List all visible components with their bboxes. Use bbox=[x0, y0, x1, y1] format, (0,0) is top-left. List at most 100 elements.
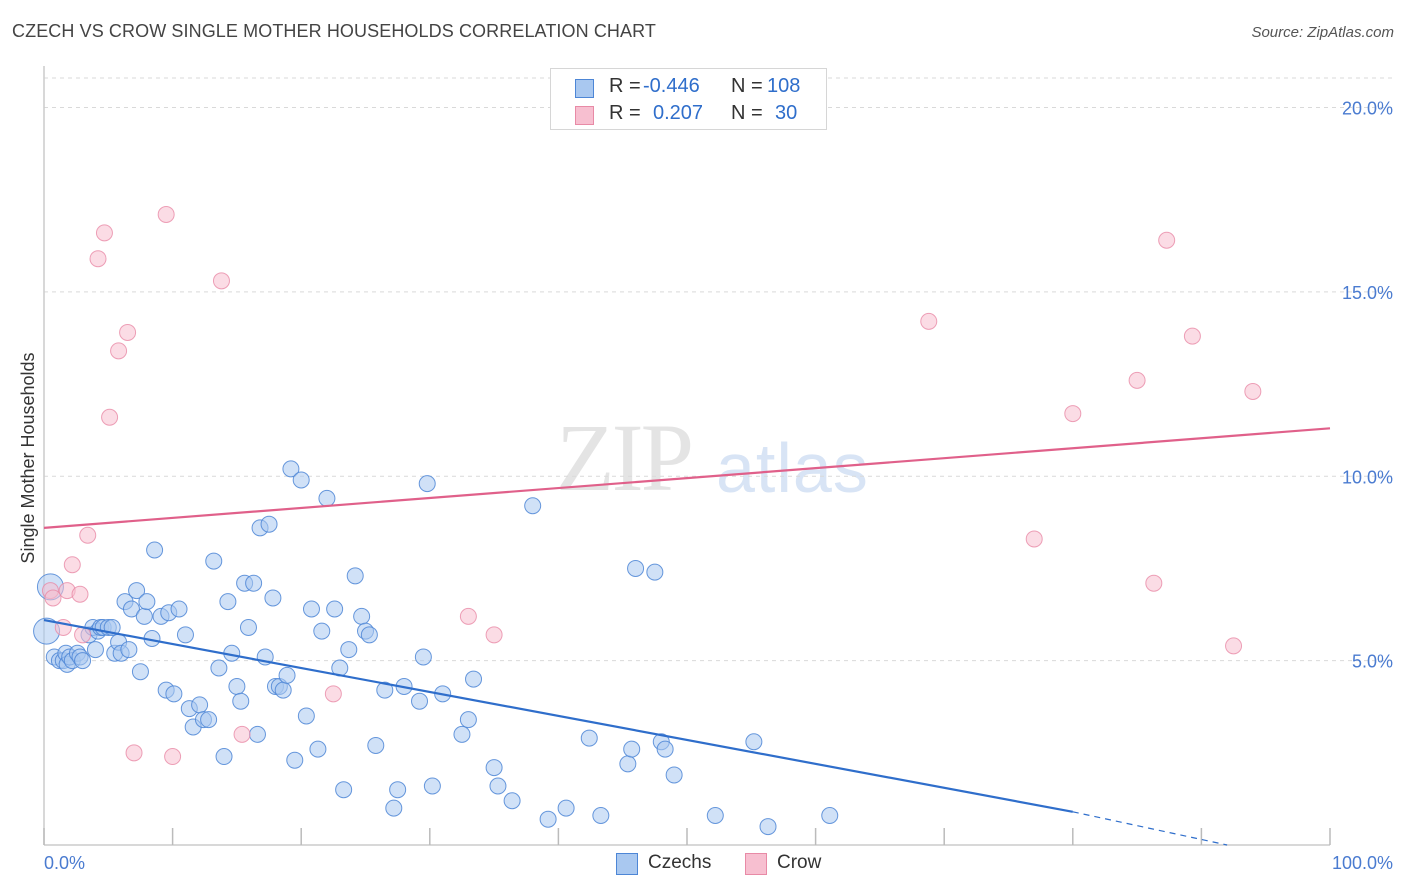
axis-ticks bbox=[43, 828, 1331, 845]
legend-swatch-crow bbox=[575, 106, 594, 125]
data-point-czech bbox=[326, 600, 344, 618]
data-point-czech bbox=[539, 810, 557, 828]
data-point-czech bbox=[122, 600, 140, 618]
data-point-czech bbox=[245, 574, 263, 592]
data-point-crow bbox=[1064, 405, 1082, 423]
data-point-crow bbox=[125, 744, 143, 762]
data-point-crow bbox=[1183, 327, 1201, 345]
legend-label-crow: Crow bbox=[777, 852, 822, 873]
data-point-crow bbox=[157, 205, 175, 223]
data-point-czech bbox=[302, 600, 320, 618]
data-point-czech bbox=[418, 475, 436, 493]
data-point-czech bbox=[340, 641, 358, 659]
data-point-crow bbox=[485, 626, 503, 644]
data-point-czech bbox=[745, 733, 763, 751]
data-point-czech bbox=[759, 818, 777, 836]
y-tick-label: 5.0% bbox=[1352, 652, 1393, 672]
data-point-crow bbox=[63, 556, 81, 574]
data-point-czech bbox=[260, 515, 278, 533]
x-tick-label: 100.0% bbox=[1332, 853, 1393, 873]
y-tick-label: 20.0% bbox=[1342, 99, 1393, 119]
y-axis-title: Single Mother Households bbox=[18, 352, 38, 563]
legend-n-value: 30 bbox=[775, 102, 798, 124]
data-point-czech bbox=[646, 563, 664, 581]
data-point-czech bbox=[282, 460, 300, 478]
data-point-crow bbox=[1145, 574, 1163, 592]
chart-title: CZECH VS CROW SINGLE MOTHER HOUSEHOLDS C… bbox=[12, 21, 657, 41]
data-point-czech bbox=[292, 471, 310, 489]
data-point-czech bbox=[274, 681, 292, 699]
data-point-crow bbox=[212, 272, 230, 290]
data-point-czech bbox=[665, 766, 683, 784]
data-point-czech bbox=[821, 807, 839, 824]
data-point-czech bbox=[411, 692, 429, 710]
legend-r-label: R = bbox=[609, 75, 641, 97]
data-point-czech bbox=[524, 497, 542, 515]
data-point-czech bbox=[627, 559, 645, 577]
legend-r-value: 0.207 bbox=[653, 102, 704, 124]
data-point-czech bbox=[248, 725, 266, 743]
grid-lines bbox=[44, 77, 1394, 662]
legend-n-label: N = bbox=[731, 102, 763, 124]
data-point-czech bbox=[353, 607, 371, 625]
data-point-czech bbox=[264, 589, 282, 607]
legend-row-crow: R = 0.207 N = 30 bbox=[551, 102, 826, 128]
data-point-czech bbox=[335, 781, 353, 799]
data-point-crow bbox=[1025, 530, 1043, 548]
data-point-crow bbox=[233, 725, 251, 743]
data-point-czech bbox=[239, 618, 257, 636]
trend-line-crow bbox=[43, 427, 1331, 529]
legend-n-label: N = bbox=[731, 75, 763, 97]
data-point-czech bbox=[170, 600, 188, 618]
data-point-czech bbox=[191, 696, 209, 714]
data-point-czech bbox=[205, 552, 223, 570]
data-point-crow bbox=[1244, 382, 1262, 400]
data-point-czech bbox=[453, 725, 471, 743]
data-point-czech bbox=[360, 626, 378, 644]
trend-line-czechs-extension bbox=[1072, 811, 1228, 846]
data-point-crow bbox=[110, 342, 128, 360]
data-point-czech bbox=[318, 489, 336, 507]
legend-swatch-czechs bbox=[616, 853, 638, 875]
data-point-czech bbox=[74, 652, 92, 670]
trend-lines bbox=[43, 427, 1331, 846]
data-point-crow bbox=[89, 250, 107, 268]
data-point-czech bbox=[165, 685, 183, 703]
tick-labels: 5.0% 10.0% 15.0% 20.0% 0.0% 100.0% bbox=[44, 99, 1393, 874]
data-point-czech bbox=[485, 759, 503, 777]
data-point-czech bbox=[385, 799, 403, 817]
x-tick-label: 0.0% bbox=[44, 853, 85, 873]
source-label: Source: ZipAtlas.com bbox=[1251, 24, 1394, 41]
data-point-czech bbox=[176, 626, 194, 644]
series-czechs bbox=[33, 460, 839, 836]
data-point-crow bbox=[1128, 371, 1146, 389]
data-point-crow bbox=[164, 748, 182, 765]
data-point-czech bbox=[86, 641, 104, 659]
watermark-zip: ZIP bbox=[556, 404, 694, 511]
data-point-crow bbox=[101, 408, 119, 426]
data-point-czech bbox=[309, 740, 327, 758]
data-point-czech bbox=[706, 807, 724, 824]
data-point-czech bbox=[286, 751, 304, 769]
data-point-czech bbox=[278, 666, 296, 684]
data-point-czech bbox=[120, 641, 138, 659]
data-point-czech bbox=[219, 593, 237, 611]
data-point-czech bbox=[135, 607, 153, 625]
data-point-czech bbox=[656, 740, 674, 758]
legend-r-label: R = bbox=[609, 102, 641, 124]
data-point-czech bbox=[297, 707, 315, 725]
data-point-czech bbox=[619, 755, 637, 773]
data-point-czech bbox=[503, 792, 521, 810]
data-point-czech bbox=[138, 593, 156, 611]
data-point-czech bbox=[465, 670, 483, 688]
series-crow bbox=[41, 205, 1262, 765]
data-point-czech bbox=[459, 711, 477, 729]
data-point-crow bbox=[44, 589, 62, 607]
data-point-czech bbox=[210, 659, 228, 677]
data-point-czech bbox=[146, 541, 164, 559]
data-point-czech bbox=[128, 582, 146, 600]
data-point-crow bbox=[459, 607, 477, 625]
data-point-crow bbox=[95, 224, 113, 242]
data-point-czech bbox=[313, 622, 331, 640]
